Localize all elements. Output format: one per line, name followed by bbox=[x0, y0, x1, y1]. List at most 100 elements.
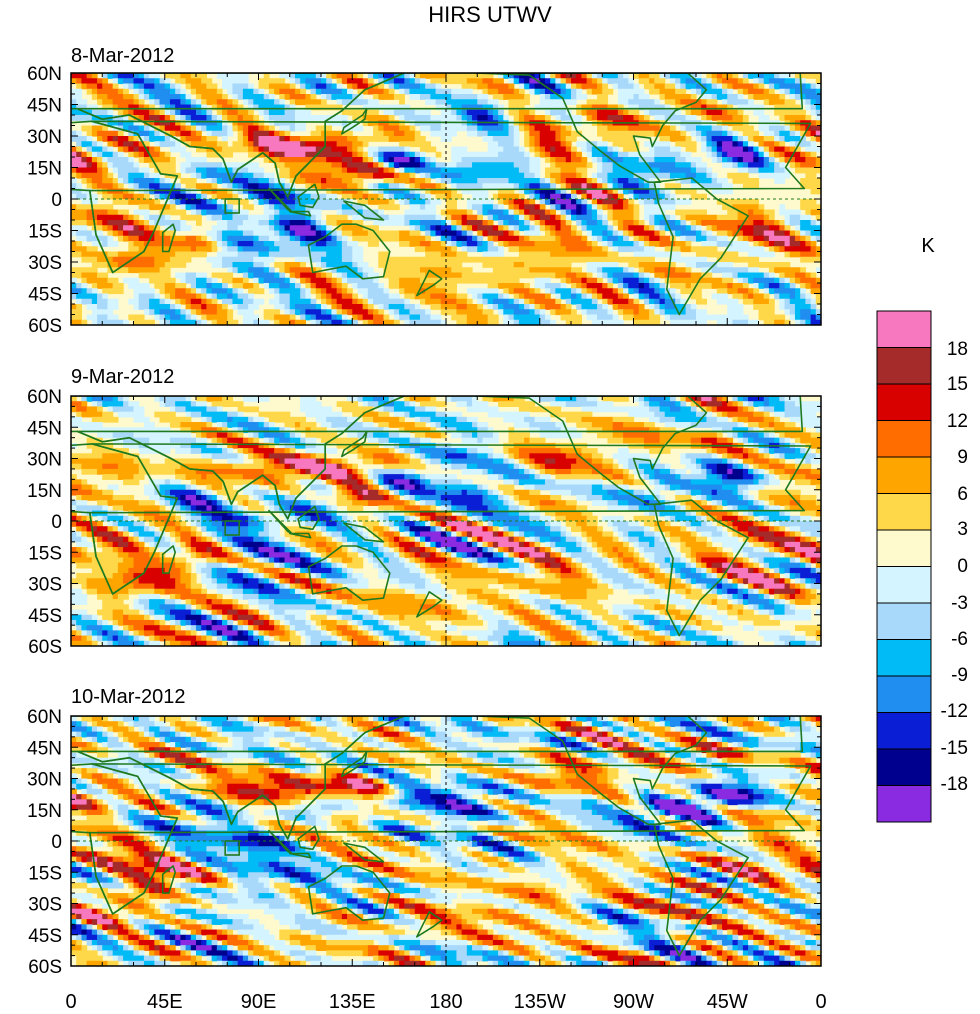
field-cell bbox=[643, 396, 650, 402]
field-cell bbox=[555, 130, 562, 137]
field-cell bbox=[326, 73, 333, 79]
field-cell bbox=[779, 88, 786, 95]
field-cell bbox=[258, 422, 265, 428]
field-cell bbox=[305, 277, 312, 284]
field-cell bbox=[617, 458, 629, 465]
field-cell bbox=[373, 298, 405, 305]
field-cell bbox=[591, 453, 603, 460]
field-cell bbox=[232, 298, 244, 305]
field-cell bbox=[779, 136, 786, 142]
field-cell bbox=[508, 241, 536, 247]
field-cell bbox=[633, 541, 640, 548]
field-cell bbox=[263, 453, 270, 460]
field-cell bbox=[289, 536, 301, 543]
field-cell bbox=[461, 220, 468, 226]
field-cell bbox=[133, 458, 150, 465]
field-cell bbox=[581, 309, 588, 316]
field-cell bbox=[331, 314, 338, 321]
field-cell bbox=[81, 272, 98, 279]
field-cell bbox=[336, 484, 343, 491]
field-cell bbox=[779, 521, 821, 527]
field-cell bbox=[716, 319, 734, 325]
field-cell bbox=[347, 136, 359, 142]
field-cell bbox=[347, 484, 353, 491]
field-cell bbox=[268, 146, 317, 153]
field-cell bbox=[446, 162, 458, 169]
field-cell bbox=[430, 225, 437, 232]
field-cell bbox=[289, 267, 312, 274]
field-cell bbox=[383, 541, 390, 548]
field-cell bbox=[253, 536, 265, 543]
field-cell bbox=[675, 99, 681, 106]
field-cell bbox=[524, 204, 536, 211]
field-cell bbox=[581, 448, 598, 454]
field-cell bbox=[71, 136, 88, 142]
field-cell bbox=[732, 157, 739, 163]
field-cell bbox=[117, 73, 135, 79]
field-cell bbox=[753, 288, 760, 295]
field-cell bbox=[326, 521, 338, 527]
field-cell bbox=[565, 246, 593, 253]
field-cell bbox=[758, 526, 770, 533]
field-cell bbox=[732, 427, 749, 434]
field-cell bbox=[414, 78, 421, 85]
field-cell bbox=[774, 178, 786, 184]
field-cell bbox=[86, 136, 93, 142]
field-cell bbox=[107, 162, 114, 169]
field-cell bbox=[159, 109, 166, 116]
field-cell bbox=[206, 115, 213, 121]
field-cell bbox=[446, 204, 458, 211]
field-cell bbox=[378, 209, 385, 216]
field-cell bbox=[383, 515, 390, 522]
field-cell bbox=[190, 479, 197, 486]
field-cell bbox=[727, 288, 739, 295]
field-cell bbox=[649, 225, 655, 232]
field-cell bbox=[383, 125, 400, 132]
field-cell bbox=[263, 468, 296, 475]
field-cell bbox=[482, 526, 489, 533]
field-cell bbox=[466, 298, 473, 305]
field-cell bbox=[180, 442, 192, 449]
field-cell bbox=[643, 401, 650, 408]
field-cell bbox=[456, 526, 484, 533]
field-cell bbox=[586, 115, 593, 121]
field-cell bbox=[487, 304, 494, 310]
field-cell bbox=[737, 505, 749, 512]
field-cell bbox=[216, 304, 223, 310]
field-cell bbox=[279, 442, 286, 449]
field-cell bbox=[425, 288, 447, 295]
field-cell bbox=[706, 78, 713, 85]
field-cell bbox=[805, 241, 812, 247]
field-cell bbox=[784, 99, 796, 106]
field-cell bbox=[274, 225, 280, 232]
field-cell bbox=[341, 547, 348, 553]
field-cell bbox=[794, 125, 801, 132]
field-cell bbox=[748, 167, 760, 174]
field-cell bbox=[461, 515, 468, 522]
field-cell bbox=[487, 141, 499, 148]
field-cell bbox=[638, 220, 645, 226]
field-cell bbox=[326, 136, 348, 142]
field-cell bbox=[263, 115, 270, 121]
field-cell bbox=[722, 396, 728, 402]
field-cell bbox=[472, 422, 478, 428]
field-cell bbox=[643, 422, 655, 428]
field-cell bbox=[529, 304, 536, 310]
field-cell bbox=[544, 293, 551, 300]
field-cell bbox=[336, 298, 353, 305]
field-cell bbox=[274, 214, 280, 221]
field-cell bbox=[669, 136, 687, 142]
field-cell bbox=[143, 422, 155, 428]
field-cell bbox=[737, 515, 744, 522]
field-cell bbox=[404, 505, 421, 512]
field-cell bbox=[362, 157, 369, 163]
field-cell bbox=[643, 141, 671, 148]
field-cell bbox=[414, 494, 421, 501]
field-cell bbox=[71, 283, 77, 289]
field-cell bbox=[581, 526, 598, 533]
field-cell bbox=[388, 510, 400, 517]
field-cell bbox=[169, 256, 192, 263]
field-cell bbox=[284, 162, 333, 169]
field-cell bbox=[149, 547, 155, 553]
field-cell bbox=[76, 104, 88, 111]
